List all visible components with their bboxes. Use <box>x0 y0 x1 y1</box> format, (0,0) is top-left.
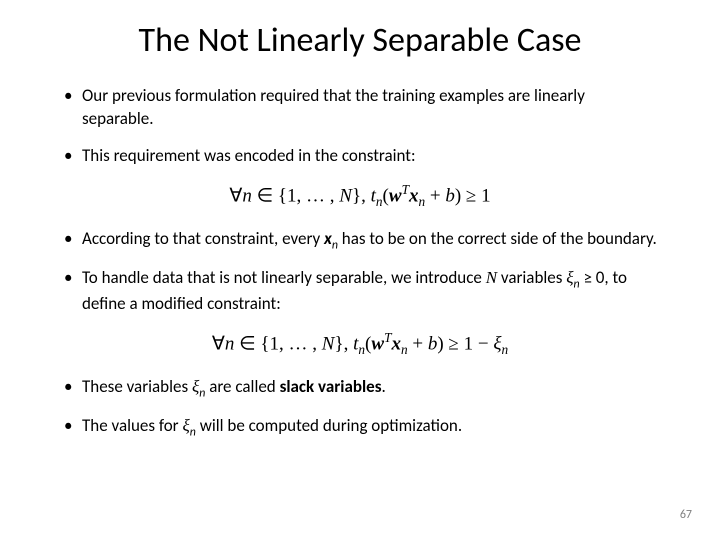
slack-vars-bold: slack variables <box>280 376 382 397</box>
var-b: b <box>445 185 455 206</box>
b5-pre: These variables <box>82 376 192 397</box>
in-set: ∈ {1, … , <box>252 185 339 206</box>
var-N-inline: N <box>486 268 497 287</box>
sup-T: T <box>402 182 409 197</box>
sub-n: n <box>401 342 408 357</box>
var-N: N <box>339 185 352 206</box>
sub-n: n <box>501 342 508 357</box>
forall-symbol: ∀ <box>229 185 242 206</box>
var-n: n <box>242 185 252 206</box>
in-set: ∈ {1, … , <box>234 333 321 354</box>
formula-constraint-1: ∀n ∈ {1, … , N}, tn(wTxn + b) ≥ 1 <box>60 182 660 210</box>
var-n: n <box>225 333 235 354</box>
var-x-inline: x <box>324 228 332 249</box>
bullet-item: The values for ξn will be computed durin… <box>60 415 660 440</box>
slide-container: The Not Linearly Separable Case Our prev… <box>0 0 720 540</box>
bullet-list: Our previous formulation required that t… <box>60 85 660 441</box>
sub-n-inline: n <box>190 426 196 440</box>
var-xi-inline: ξ <box>566 268 573 287</box>
geq-one: ≥ 1 <box>461 185 490 206</box>
var-w: w <box>389 185 402 206</box>
close-brace: }, <box>352 185 371 206</box>
bullet-item: According to that constraint, every xn h… <box>60 228 660 253</box>
plus: + <box>408 333 428 354</box>
var-w: w <box>371 333 384 354</box>
close-brace: }, <box>334 333 353 354</box>
bullet-item: These variables ξn are called slack vari… <box>60 376 660 401</box>
content-area: Our previous formulation required that t… <box>0 85 720 441</box>
sub-n: n <box>376 194 383 209</box>
geq-one-minus: ≥ 1 − <box>444 333 494 354</box>
bullet-item: To handle data that is not linearly sepa… <box>60 267 660 315</box>
sub-n-inline: n <box>332 238 338 252</box>
page-number: 67 <box>680 508 692 522</box>
sub-n-inline: n <box>574 278 580 292</box>
bullet-item: This requirement was encoded in the cons… <box>60 145 660 168</box>
formula-constraint-2: ∀n ∈ {1, … , N}, tn(wTxn + b) ≥ 1 − ξn <box>60 330 660 358</box>
var-b: b <box>428 333 438 354</box>
var-x: x <box>391 333 401 354</box>
page-title: The Not Linearly Separable Case <box>0 20 720 61</box>
plus: + <box>425 185 445 206</box>
b5-post: . <box>381 376 385 397</box>
var-N: N <box>322 333 335 354</box>
var-xi-inline: ξ <box>182 416 189 435</box>
b5-mid: are called <box>205 376 279 397</box>
forall-symbol: ∀ <box>212 333 225 354</box>
bullet-item: Our previous formulation required that t… <box>60 85 660 131</box>
